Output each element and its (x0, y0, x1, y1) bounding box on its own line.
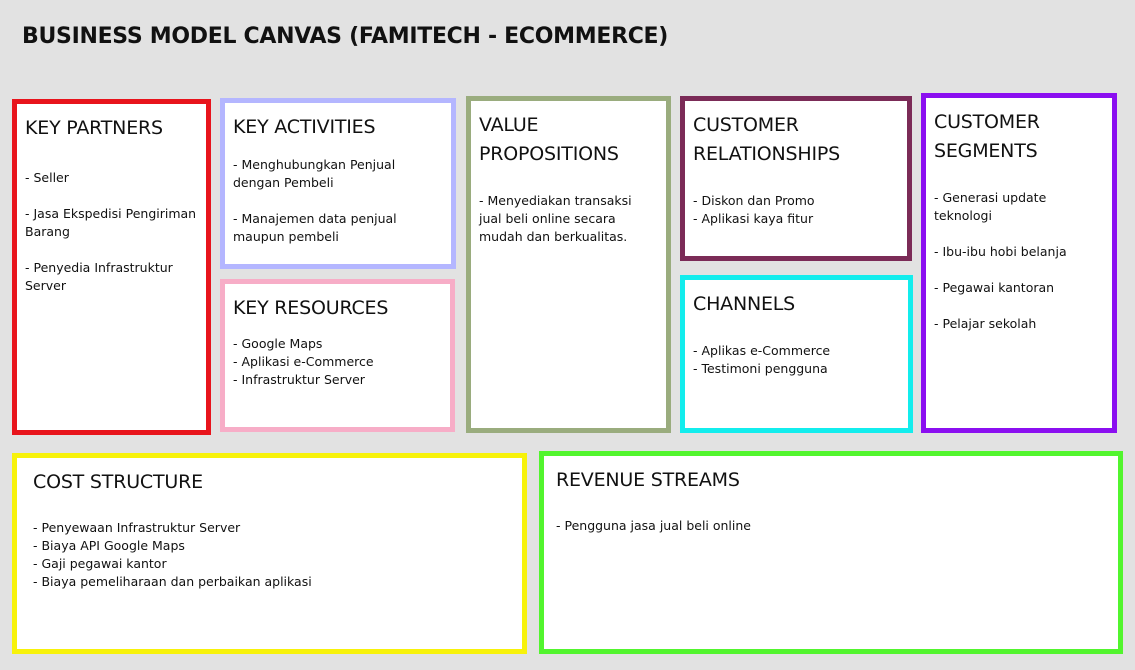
revenue-streams-block: REVENUE STREAMS - Pengguna jasa jual bel… (539, 451, 1123, 654)
list-item: - Testimoni pengguna (693, 361, 828, 376)
key-partners-list: - Seller - Jasa Ekspedisi Pengiriman Bar… (25, 169, 198, 295)
channels-block: CHANNELS - Aplikas e-Commerce - Testimon… (680, 275, 913, 433)
list-item: - Pelajar sekolah (934, 316, 1037, 331)
key-resources-heading: KEY RESOURCES (233, 297, 389, 319)
customer-segments-block: CUSTOMER SEGMENTS - Generasi update tekn… (921, 93, 1117, 433)
customer-relationships-list: - Diskon dan Promo - Aplikasi kaya fitur (693, 192, 899, 228)
list-item: - Infrastruktur Server (233, 372, 365, 387)
key-resources-list: - Google Maps - Aplikasi e-Commerce - In… (233, 335, 442, 389)
list-item: - Penyedia Infrastruktur Server (25, 260, 173, 293)
channels-heading: CHANNELS (693, 293, 796, 315)
customer-relationships-block: CUSTOMER RELATIONSHIPS - Diskon dan Prom… (680, 96, 912, 261)
list-item: - Diskon dan Promo (693, 193, 815, 208)
list-item: - Penyewaan Infrastruktur Server (33, 520, 241, 535)
list-item: - Ibu-ibu hobi belanja (934, 244, 1067, 259)
list-item: - Seller (25, 170, 69, 185)
customer-segments-heading: CUSTOMER SEGMENTS (934, 111, 1040, 162)
value-propositions-block: VALUE PROPOSITIONS - Menyediakan transak… (466, 96, 671, 433)
list-item: - Google Maps (233, 336, 323, 351)
list-item: - Jasa Ekspedisi Pengiriman Barang (25, 206, 197, 239)
revenue-streams-heading: REVENUE STREAMS (556, 469, 740, 491)
key-partners-heading: KEY PARTNERS (25, 117, 163, 139)
list-item: - Pegawai kantoran (934, 280, 1055, 295)
cost-structure-heading: COST STRUCTURE (33, 471, 203, 493)
cost-structure-block: COST STRUCTURE - Penyewaan Infrastruktur… (12, 453, 527, 654)
list-item: - Menghubungkan Penjual dengan Pembeli (233, 157, 396, 190)
value-propositions-heading: VALUE PROPOSITIONS (479, 114, 619, 165)
revenue-streams-list: - Pengguna jasa jual beli online (556, 517, 1110, 535)
customer-segments-list: - Generasi update teknologi - Ibu-ibu ho… (934, 189, 1104, 333)
key-partners-block: KEY PARTNERS - Seller - Jasa Ekspedisi P… (12, 99, 211, 435)
customer-relationships-heading: CUSTOMER RELATIONSHIPS (693, 114, 840, 165)
page-title: BUSINESS MODEL CANVAS (FAMITECH - ECOMME… (22, 24, 669, 49)
list-item: - Biaya API Google Maps (33, 538, 185, 553)
list-item: - Aplikas e-Commerce (693, 343, 831, 358)
list-item: - Aplikasi e-Commerce (233, 354, 374, 369)
list-item: - Biaya pemeliharaan dan perbaikan aplik… (33, 574, 312, 589)
key-activities-heading: KEY ACTIVITIES (233, 116, 376, 138)
key-activities-list: - Menghubungkan Penjual dengan Pembeli -… (233, 156, 443, 246)
key-activities-block: KEY ACTIVITIES - Menghubungkan Penjual d… (220, 98, 456, 269)
list-item: - Pengguna jasa jual beli online (556, 518, 751, 533)
value-propositions-list: - Menyediakan transaksi jual beli online… (479, 192, 658, 246)
channels-list: - Aplikas e-Commerce - Testimoni penggun… (693, 342, 900, 378)
list-item: - Generasi update teknologi (934, 190, 1047, 223)
list-item: - Aplikasi kaya fitur (693, 211, 814, 226)
list-item: - Manajemen data penjual maupun pembeli (233, 211, 397, 244)
list-item: - Gaji pegawai kantor (33, 556, 167, 571)
list-item: - Menyediakan transaksi jual beli online… (479, 193, 632, 244)
key-resources-block: KEY RESOURCES - Google Maps - Aplikasi e… (220, 279, 455, 432)
cost-structure-list: - Penyewaan Infrastruktur Server - Biaya… (33, 519, 514, 591)
